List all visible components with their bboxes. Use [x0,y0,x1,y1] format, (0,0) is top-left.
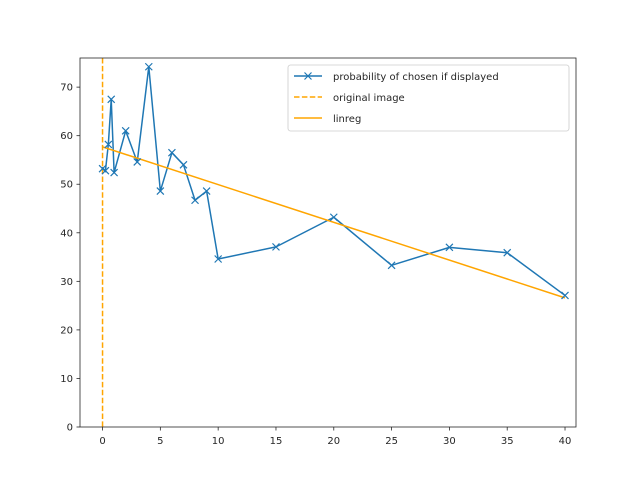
data-point-marker [167,148,176,157]
data-point-marker [144,62,153,71]
legend-label-linreg: linreg [333,114,361,125]
plot-area [98,58,569,427]
data-point-marker [104,140,113,149]
data-point-marker [561,291,569,300]
axes: 0 5 10 15 20 25 30 35 40 0 10 20 30 40 50 60 70 [60,57,577,447]
data-point-marker [445,243,454,252]
data-point-marker [121,126,130,135]
y-tick-label: 60 [60,131,73,142]
y-tick-label: 70 [60,83,73,94]
y-tick-label: 40 [60,228,73,239]
data-point-marker [107,95,116,104]
data-point-marker [133,157,142,166]
data-point-marker [329,213,338,222]
series-linreg-line [102,146,566,299]
x-tick-label: 5 [157,436,163,447]
y-tick-label: 0 [67,423,73,434]
legend-label-probability: probability of chosen if displayed [333,72,499,83]
x-tick-label: 15 [270,436,283,447]
y-tick-label: 30 [60,277,73,288]
data-point-marker [156,187,165,195]
y-tick-label: 50 [60,180,73,191]
x-tick-label: 0 [99,436,105,447]
x-tick-label: 20 [327,436,340,447]
x-tick-label: 10 [212,436,225,447]
data-point-marker [387,261,396,270]
axes-frame [79,57,577,428]
data-point-marker [179,160,188,169]
series-probability-line [101,65,566,297]
data-point-marker [272,242,280,251]
data-point-marker [191,196,199,205]
legend: probability of chosen if displayed origin… [287,64,570,132]
legend-marker-probability [304,72,312,80]
plot-series-group [101,58,566,427]
x-tick-label: 25 [385,436,398,447]
data-point-marker [202,187,211,195]
data-point-marker [101,166,110,175]
y-tick-label: 20 [60,325,73,336]
legend-label-original-image: original image [333,93,405,104]
x-tick-label: 40 [559,436,572,447]
x-tick-label: 35 [501,436,514,447]
y-tick-label: 10 [60,374,73,385]
legend-box [287,64,570,132]
data-point-marker [214,255,223,263]
x-tick-label: 30 [443,436,456,447]
data-point-marker [503,248,512,257]
data-point-marker [110,168,119,177]
